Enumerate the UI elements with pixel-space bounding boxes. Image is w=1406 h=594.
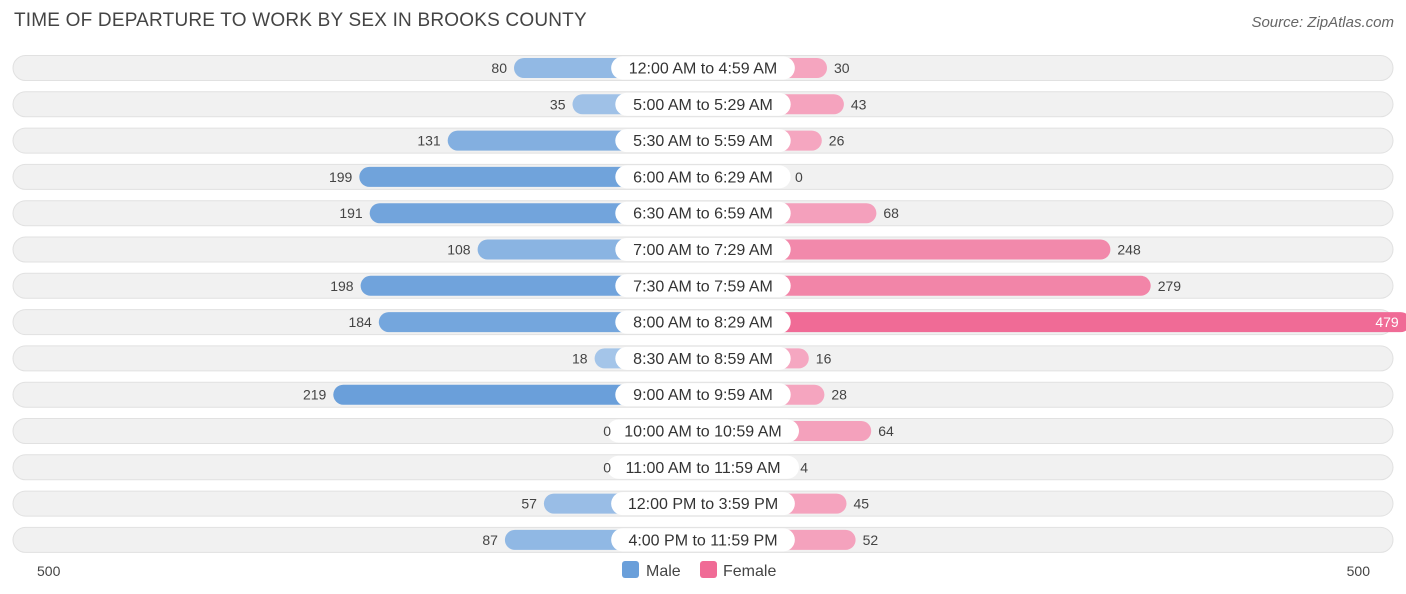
female-value-label: 26 <box>829 133 845 149</box>
female-value-label: 64 <box>878 423 894 439</box>
category-pill <box>615 383 791 407</box>
male-value-label: 199 <box>329 169 353 185</box>
category-label: 7:00 AM to 7:29 AM <box>633 242 773 259</box>
male-bar <box>333 384 703 405</box>
category-label: 12:00 AM to 4:59 AM <box>629 61 778 78</box>
female-value-label: 68 <box>883 205 899 221</box>
male-value-label: 35 <box>550 96 566 112</box>
category-pill <box>611 56 795 80</box>
category-label: 4:00 PM to 11:59 PM <box>628 532 777 549</box>
male-value-label: 131 <box>417 133 441 149</box>
axis-label-left: 500 <box>37 563 61 579</box>
male-value-label: 219 <box>303 387 327 403</box>
female-value-label: 45 <box>854 496 870 512</box>
male-value-label: 108 <box>447 242 471 258</box>
chart-title: TIME OF DEPARTURE TO WORK BY SEX IN BROO… <box>14 10 587 31</box>
female-bar <box>703 312 1406 333</box>
male-value-label: 184 <box>348 314 372 330</box>
female-bar <box>703 239 1111 260</box>
chart-source: Source: ZipAtlas.com <box>1251 14 1394 31</box>
female-value-label: 479 <box>1375 314 1399 330</box>
category-label: 10:00 AM to 10:59 AM <box>624 424 781 441</box>
category-pill <box>615 129 791 153</box>
male-value-label: 198 <box>330 278 354 294</box>
category-label: 8:30 AM to 8:59 AM <box>633 351 773 368</box>
female-value-label: 0 <box>795 169 803 185</box>
female-value-label: 52 <box>863 532 879 548</box>
category-pill <box>615 346 791 370</box>
axis-label-right: 500 <box>1347 563 1371 579</box>
female-value-label: 248 <box>1117 242 1141 258</box>
category-pill <box>615 201 791 225</box>
female-value-label: 30 <box>834 60 850 76</box>
male-value-label: 191 <box>339 205 363 221</box>
female-value-label: 28 <box>831 387 847 403</box>
female-value-label: 16 <box>816 350 832 366</box>
female-value-label: 43 <box>851 96 867 112</box>
legend-male-label: Male <box>646 563 681 580</box>
category-pill <box>611 492 795 516</box>
male-value-label: 80 <box>491 60 507 76</box>
male-value-label: 0 <box>603 423 611 439</box>
legend-male-swatch <box>622 561 639 578</box>
category-label: 7:30 AM to 7:59 AM <box>633 278 773 295</box>
category-pill <box>607 455 799 479</box>
category-label: 6:00 AM to 6:29 AM <box>633 169 773 186</box>
category-label: 6:30 AM to 6:59 AM <box>633 206 773 223</box>
category-label: 11:00 AM to 11:59 AM <box>625 460 780 477</box>
category-pill <box>607 419 799 443</box>
category-label: 5:00 AM to 5:29 AM <box>633 97 773 114</box>
category-pill <box>615 92 791 116</box>
category-pill <box>615 310 791 334</box>
category-label: 8:00 AM to 8:29 AM <box>633 315 773 332</box>
legend-female-swatch <box>700 561 717 578</box>
category-label: 9:00 AM to 9:59 AM <box>633 387 773 404</box>
category-pill <box>615 238 791 261</box>
male-value-label: 0 <box>603 459 611 475</box>
female-bar <box>703 275 1151 296</box>
male-value-label: 57 <box>521 496 537 512</box>
male-value-label: 87 <box>482 532 498 548</box>
category-label: 12:00 PM to 3:59 PM <box>628 496 778 513</box>
legend-female-label: Female <box>723 563 776 580</box>
category-pill <box>611 528 795 552</box>
category-pill <box>615 274 791 298</box>
female-value-label: 279 <box>1158 278 1182 294</box>
male-value-label: 18 <box>572 350 588 366</box>
category-label: 5:30 AM to 5:59 AM <box>633 133 773 150</box>
female-value-label: 4 <box>800 459 808 475</box>
category-pill <box>615 165 791 189</box>
